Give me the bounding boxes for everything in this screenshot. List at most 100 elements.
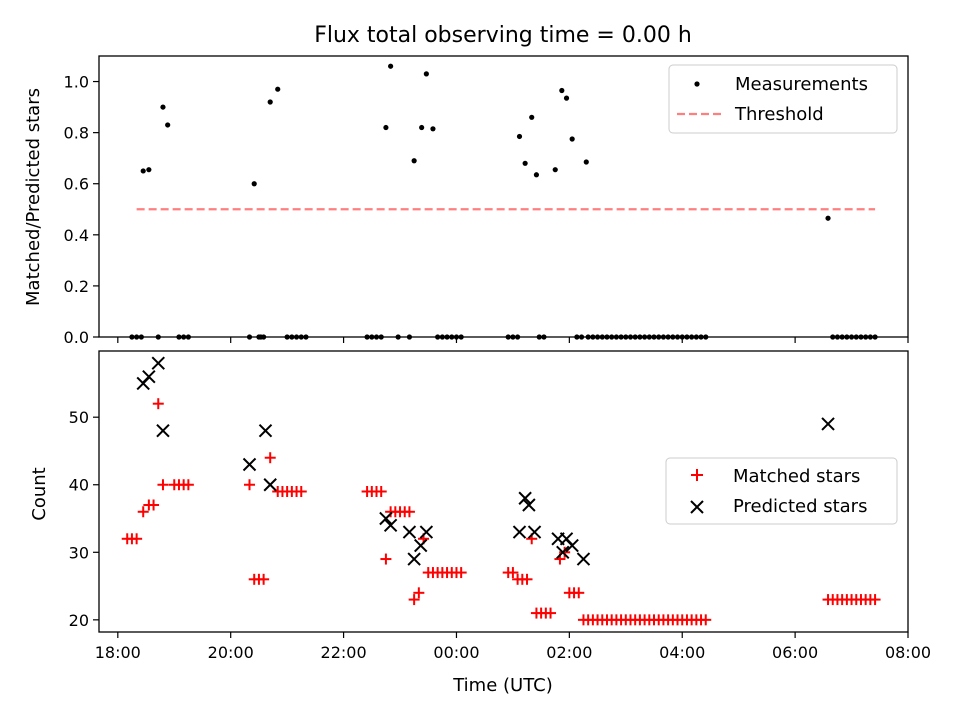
measurement-point (251, 181, 257, 187)
measurement-point (275, 86, 281, 92)
measurement-point (552, 167, 558, 173)
measurement-point (533, 172, 540, 178)
matched-stars-point (869, 594, 881, 606)
x-tick-label: 04:00 (659, 643, 705, 662)
matched-stars-point (244, 479, 256, 491)
y-tick-label: 40 (69, 476, 89, 495)
measurement-point (529, 114, 535, 120)
ratio-legend-box (668, 64, 898, 134)
legend-measurements-marker (694, 81, 700, 87)
matched-stars-point (131, 533, 143, 545)
x-tick-label: 08:00 (885, 643, 931, 662)
predicted-stars-point (258, 423, 273, 438)
predicted-stars-point (527, 525, 542, 539)
y-tick-label: 0.4 (64, 226, 89, 245)
measurement-point (383, 124, 389, 131)
matched-stars-point (295, 486, 307, 497)
predicted-stars-point (576, 552, 591, 566)
count-legend-box (665, 457, 898, 525)
y-tick-label: 0.8 (64, 124, 89, 143)
matched-stars-point (403, 506, 415, 518)
predicted-stars-point (512, 525, 527, 539)
matched-stars-point (182, 479, 194, 491)
matched-stars-point (573, 587, 585, 599)
y-tick-label: 0.6 (64, 175, 89, 194)
x-tick-label: 02:00 (546, 643, 592, 662)
y-tick-label: 0.0 (64, 328, 89, 347)
predicted-stars-point (419, 525, 434, 539)
measurement-point (522, 160, 528, 166)
matched-stars-point (380, 553, 392, 565)
legend-predicted-marker (690, 500, 704, 514)
matched-stars-point (137, 506, 149, 518)
x-tick-label: 22:00 (321, 643, 367, 662)
count-axes-frame (98, 350, 909, 633)
measurement-point (388, 63, 394, 69)
predicted-stars-point (518, 491, 532, 505)
ratio-y-axis: 0.0 0.2 0.4 0.6 0.8 1.0 (64, 73, 99, 347)
predicted-stars-point (379, 511, 393, 526)
predicted-stars-point (565, 538, 579, 553)
predicted-stars-point (263, 478, 277, 492)
matched-stars-point (264, 452, 276, 464)
measurement-point (423, 71, 429, 77)
measurement-point (559, 87, 565, 94)
x-tick-label: 18:00 (95, 643, 141, 662)
ratio-axes-frame (98, 55, 909, 338)
matched-stars-point (375, 486, 387, 497)
y-tick-label: 20 (69, 611, 89, 630)
y-tick-label: 1.0 (64, 73, 89, 92)
legend-matched-label: Matched stars (733, 466, 860, 487)
count-plot-area (121, 356, 881, 626)
measurement-point (146, 167, 152, 173)
matched-stars-point (559, 546, 571, 558)
matched-stars-point (157, 479, 169, 491)
x-tick-label: 20:00 (208, 643, 254, 662)
predicted-stars-point (242, 457, 257, 472)
ratio-y-axis-label: Matched/Predicted stars (23, 88, 44, 306)
predicted-stars-point (383, 518, 398, 532)
y-tick-label: 0.2 (64, 277, 89, 296)
ratio-title: Flux total observing time = 0.00 h (314, 23, 692, 48)
measurement-point (569, 136, 575, 142)
matched-stars-point (148, 499, 160, 511)
matched-stars-point (413, 587, 425, 599)
measurement-point (430, 126, 436, 132)
predicted-stars-point (151, 356, 165, 370)
matched-stars-point (258, 573, 270, 585)
legend-predicted-label: Predicted stars (733, 496, 867, 517)
matched-stars-point (408, 594, 420, 606)
matched-stars-point (700, 614, 712, 626)
measurement-point (419, 124, 425, 131)
legend-threshold-label: Threshold (734, 104, 824, 125)
count-x-axis: 18:00 20:00 22:00 00:00 02:00 04:00 06:00 08:00 (95, 632, 931, 662)
measurement-point (516, 133, 523, 140)
measurement-point (165, 122, 171, 128)
ratio-x-ticks (117, 337, 909, 343)
count-y-axis-label: Count (29, 467, 50, 520)
ratio-legend: Measurements Threshold (668, 64, 898, 134)
predicted-stars-point (402, 525, 417, 539)
legend-matched-marker (691, 469, 703, 481)
count-y-axis: 20 30 40 50 (69, 408, 99, 630)
matched-stars-point (545, 607, 557, 619)
matched-stars-point (152, 398, 164, 410)
y-tick-label: 30 (69, 543, 89, 562)
measurement-point (411, 158, 417, 164)
ratio-panel: Flux total observing time = 0.00 h 0.00.… (23, 23, 909, 347)
count-panel: 20 30 40 50 18:00 20:00 22:00 00:00 02:00 04:00 0… (29, 350, 931, 696)
predicted-stars-point (414, 538, 428, 553)
measurement-point (140, 168, 146, 174)
count-legend: Matched stars Predicted stars (665, 457, 898, 525)
matched-stars-point (455, 567, 467, 579)
predicted-stars-point (407, 552, 421, 566)
measurement-point (825, 215, 831, 221)
count-x-axis-label: Time (UTC) (452, 675, 553, 696)
measurement-point (160, 104, 166, 110)
measurement-point (563, 95, 570, 101)
x-tick-label: 06:00 (772, 643, 818, 662)
predicted-stars-point (556, 545, 570, 560)
measurement-point (267, 99, 273, 105)
x-tick-label: 00:00 (433, 643, 479, 662)
predicted-stars-point (156, 423, 170, 438)
